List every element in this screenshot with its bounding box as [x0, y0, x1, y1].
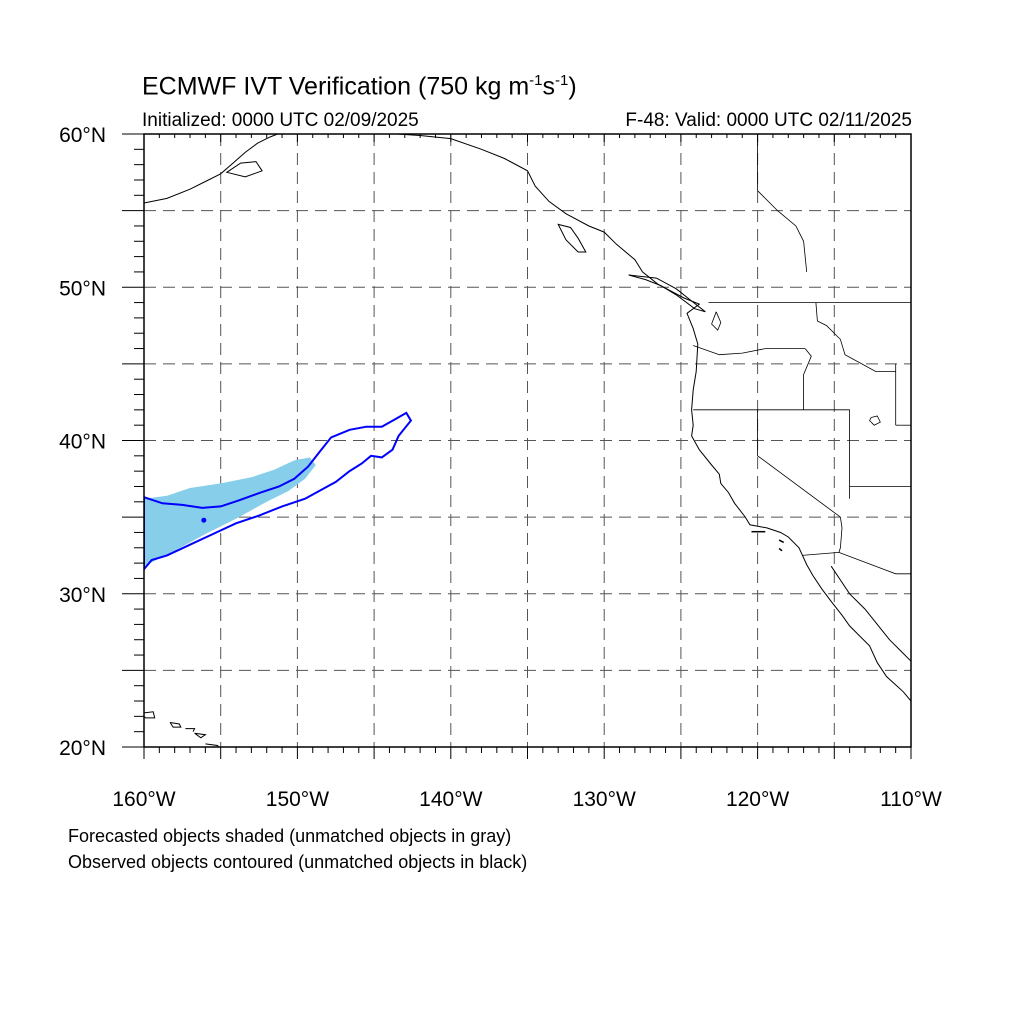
axis-labels: 160°W 150°W 140°W 130°W 120°W 110°W 60°N 50°N 40…: [59, 124, 942, 811]
political-border: [815, 302, 896, 372]
forecast-note: Forecasted objects shaded (unmatched obj…: [68, 826, 512, 846]
lake-outline: [869, 415, 881, 426]
y-tick-label: 40°N: [59, 431, 106, 454]
grid-lines: [144, 134, 911, 747]
political-border: [757, 409, 843, 553]
y-tick-label: 20°N: [59, 737, 106, 760]
hawaii-island: [144, 711, 156, 719]
political-border: [803, 348, 812, 410]
channel-island: [778, 539, 785, 544]
x-tick-label: 120°W: [726, 788, 789, 811]
geography: [144, 134, 911, 747]
figure-title: ECMWF IVT Verification (750 kg m-1s-1): [142, 72, 577, 101]
channel-island: [778, 547, 783, 552]
political-border: [693, 345, 806, 356]
initialized-time: Initialized: 0000 UTC 02/09/2025: [142, 110, 419, 131]
hawaii-island: [185, 728, 196, 732]
observed-note: Observed objects contoured (unmatched ob…: [68, 852, 528, 872]
axis-ticks: [122, 133, 912, 759]
haida-gwaii: [557, 223, 587, 253]
hawaii-island: [169, 722, 182, 728]
forecast-object: [144, 457, 316, 567]
objects: [144, 411, 413, 571]
kodiak-island: [225, 161, 263, 178]
hawaii-island: [194, 732, 207, 739]
gulf-coastline: [830, 565, 911, 662]
x-tick-label: 160°W: [112, 788, 175, 811]
valid-time: F-48: Valid: 0000 UTC 02/11/2025: [625, 110, 912, 131]
y-tick-label: 50°N: [59, 277, 106, 300]
y-tick-label: 60°N: [59, 124, 106, 147]
x-tick-label: 150°W: [266, 788, 329, 811]
map-frame: [143, 133, 912, 748]
y-tick-label: 30°N: [59, 584, 106, 607]
x-tick-label: 110°W: [880, 788, 942, 811]
lake-outline: [711, 311, 722, 331]
political-border: [802, 551, 911, 575]
alaska-coastline: [144, 134, 278, 204]
vancouver-island: [628, 274, 706, 313]
x-tick-label: 140°W: [419, 788, 482, 811]
observed-object-contour: [144, 411, 413, 571]
x-tick-label: 130°W: [573, 788, 636, 811]
political-border: [757, 190, 808, 272]
coastline: [397, 134, 911, 702]
hawaii-island: [205, 743, 220, 747]
observed-object-dot: [201, 517, 207, 523]
